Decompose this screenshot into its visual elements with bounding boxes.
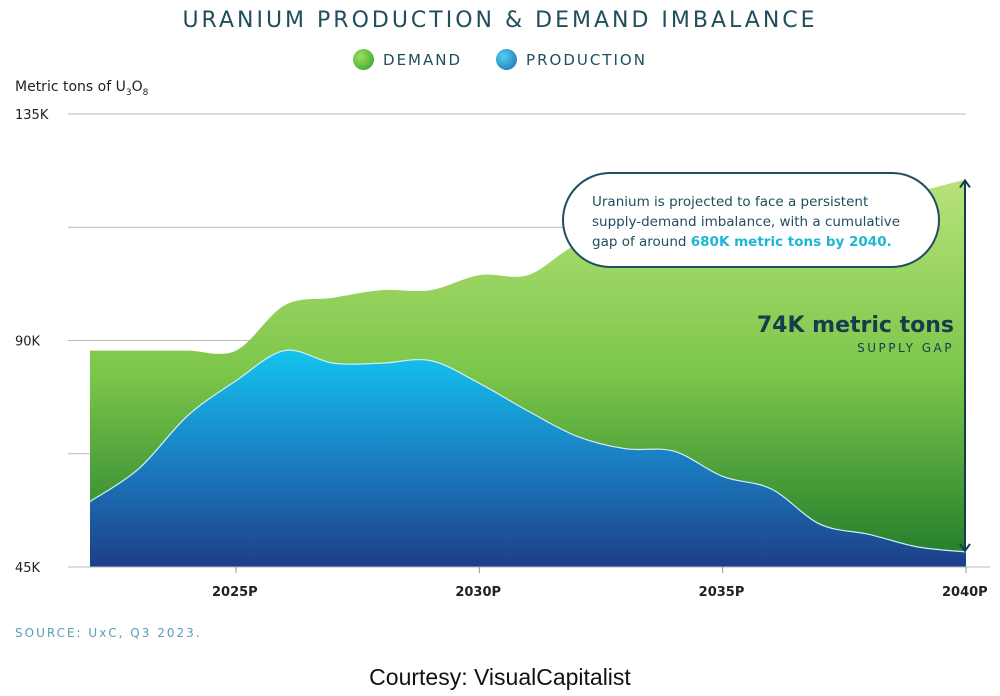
- production-legend-swatch: [496, 49, 518, 70]
- annotation-callout: Uranium is projected to face a persisten…: [562, 172, 940, 268]
- arrow-head-top: [959, 178, 971, 189]
- y-tick-label: 135K: [15, 108, 49, 123]
- x-tick-label: 2025P: [212, 585, 258, 600]
- y-tick-label: 45K: [15, 561, 41, 576]
- unit-sub-3: 3: [125, 87, 132, 98]
- courtesy-caption: Courtesy: VisualCapitalist: [369, 664, 631, 690]
- y-axis-unit-label: Metric tons of U3O8: [15, 79, 148, 98]
- legend-label-production: PRODUCTION: [526, 50, 647, 69]
- x-tick-label: 2040P: [942, 585, 988, 600]
- unit-prefix: Metric tons of U: [15, 79, 126, 95]
- x-tick-label: 2035P: [699, 585, 745, 600]
- production-area: [90, 350, 966, 567]
- chart-title: URANIUM PRODUCTION & DEMAND IMBALANCE: [182, 8, 818, 33]
- legend-item-production: PRODUCTION: [496, 49, 647, 70]
- legend: DEMAND PRODUCTION: [0, 49, 1000, 70]
- source-note: SOURCE: UxC, Q3 2023.: [15, 626, 202, 640]
- demand-legend-swatch: [353, 49, 375, 70]
- production-line: [89, 349, 967, 553]
- supply-gap-label: SUPPLY GAP: [857, 341, 954, 355]
- legend-item-demand: DEMAND: [353, 49, 462, 70]
- legend-label-demand: DEMAND: [383, 50, 463, 69]
- supply-gap-value: 74K metric tons: [756, 313, 954, 338]
- arrow-head-bottom: [959, 543, 971, 553]
- x-tick-label: 2030P: [455, 585, 501, 600]
- callout-text: Uranium is projected to face a persisten…: [592, 194, 900, 250]
- unit-mid: O: [131, 79, 143, 95]
- unit-sub-8: 8: [142, 87, 149, 98]
- y-tick-label: 90K: [15, 335, 41, 350]
- callout-highlight: 680K metric tons by 2040.: [690, 234, 892, 250]
